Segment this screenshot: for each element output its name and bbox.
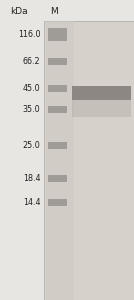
- Text: 66.2: 66.2: [23, 57, 40, 66]
- Bar: [44, 21, 134, 300]
- Text: 14.4: 14.4: [23, 198, 40, 207]
- Bar: [48, 142, 67, 149]
- Bar: [48, 58, 67, 65]
- Bar: [48, 199, 67, 206]
- Bar: [72, 86, 131, 100]
- Text: 45.0: 45.0: [23, 84, 40, 93]
- Text: 116.0: 116.0: [18, 30, 40, 39]
- Bar: [48, 28, 67, 41]
- Bar: [48, 175, 67, 182]
- Bar: [48, 106, 67, 113]
- Text: 25.0: 25.0: [23, 141, 40, 150]
- Text: 35.0: 35.0: [23, 105, 40, 114]
- Bar: [72, 100, 131, 117]
- Text: M: M: [50, 8, 57, 16]
- Bar: [48, 85, 67, 92]
- Text: kDa: kDa: [10, 8, 28, 16]
- Text: 18.4: 18.4: [23, 174, 40, 183]
- Bar: [46, 21, 74, 300]
